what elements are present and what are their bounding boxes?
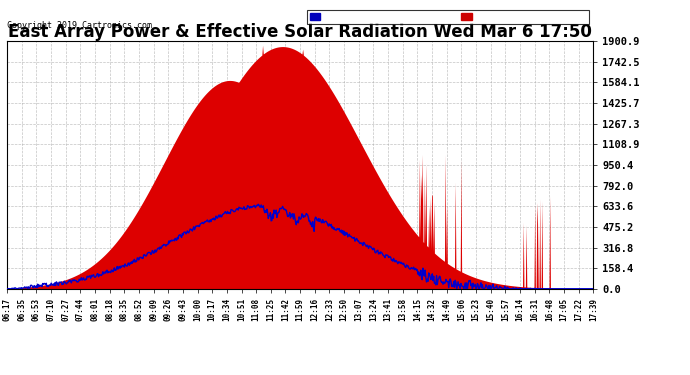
Title: East Array Power & Effective Solar Radiation Wed Mar 6 17:50: East Array Power & Effective Solar Radia… bbox=[8, 23, 592, 41]
Legend: Radiation (Effective w/m2), East Array (DC Watts): Radiation (Effective w/m2), East Array (… bbox=[307, 10, 589, 24]
Text: Copyright 2019 Cartronics.com: Copyright 2019 Cartronics.com bbox=[7, 21, 152, 30]
